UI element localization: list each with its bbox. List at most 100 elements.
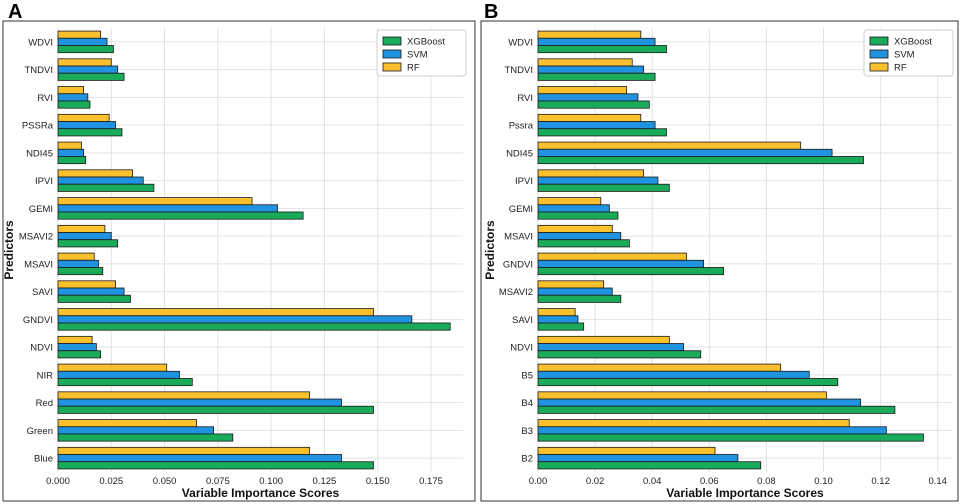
bar-xgboost-blue [57,461,374,470]
bar-xgboost-tndvi [57,72,125,81]
bar-rf-gndvi [57,308,374,317]
x-tick-label: 0.125 [313,476,337,487]
y-tick-label: SAVI [512,315,533,326]
y-axis-title: Predictors [483,220,497,280]
panel-letter-A: A [8,1,22,23]
x-tick-label: 0.050 [153,476,177,487]
legend-swatch-svm [869,49,889,59]
bar-xgboost-msavi2 [57,239,119,248]
x-tick-label: 0.175 [419,476,443,487]
bar-svm-msavi [57,259,99,268]
bar-svm-green [57,426,215,435]
legend-swatch-xgboost [382,36,402,46]
bar-svm-red [57,398,342,407]
bar-svm-rvi [57,93,89,102]
bar-rf-pssra [537,113,642,122]
bar-svm-pssra [57,121,116,130]
panel-letter-B: B [484,1,498,23]
bar-rf-gemi [537,197,602,206]
bar-xgboost-savi [57,294,131,303]
y-tick-label: MSAVI2 [499,287,533,298]
bar-rf-rvi [57,86,84,95]
bar-xgboost-b2 [537,461,762,470]
bar-rf-tndvi [537,58,633,67]
bar-svm-blue [57,454,342,463]
bar-xgboost-gndvi [537,267,724,276]
y-tick-label: B4 [521,398,533,409]
x-tick-label: 0.100 [259,476,283,487]
x-tick-label: 0.00 [529,476,548,487]
bar-svm-b3 [537,426,887,435]
y-tick-label: SAVI [32,287,53,298]
bar-xgboost-pssra [537,128,667,137]
y-tick-label: IPVI [35,176,53,187]
panel-A: A 0.000 0.025 0.050 0.075 0.100 0.125 0.150 0.17… [2,1,476,502]
y-tick-label: NDI45 [506,148,533,159]
legend: XGBoost SVM RF [863,29,954,77]
bar-xgboost-b4 [537,405,896,414]
bar-xgboost-ndvi [57,350,102,359]
x-tick-label: 0.12 [871,476,890,487]
bar-xgboost-ndvi [537,350,702,359]
bar-svm-ipvi [537,176,659,185]
bar-xgboost-rvi [537,100,650,109]
bar-xgboost-msavi [57,267,104,276]
x-tick-label: 0.075 [206,476,230,487]
x-tick-label: 0.08 [757,476,776,487]
x-tick-label: 0.04 [643,476,662,487]
y-tick-label: MSAVI [504,232,533,243]
bar-rf-ipvi [57,169,134,178]
bar-rf-ipvi [537,169,645,178]
bar-rf-rvi [537,86,627,95]
y-tick-label: GEMI [29,204,53,215]
bar-rf-pssra [57,113,110,122]
y-tick-label: NIR [37,370,54,381]
y-tick-label: TNDVI [25,65,54,76]
bar-rf-tndvi [57,58,112,67]
bar-rf-msavi2 [57,224,106,233]
bar-svm-gemi [537,204,610,213]
legend-label-xgboost: XGBoost [894,37,932,48]
bar-svm-ipvi [57,176,144,185]
y-tick-label: GNDVI [23,315,53,326]
bar-xgboost-savi [537,322,585,331]
bar-xgboost-nir [57,378,193,387]
y-tick-label: B2 [521,454,533,465]
bar-svm-msavi2 [57,232,112,241]
bar-rf-red [57,391,310,400]
bar-rf-blue [57,446,310,455]
bar-rf-ndvi [57,335,93,344]
bar-xgboost-red [57,405,374,414]
bar-xgboost-ipvi [537,183,670,192]
bar-xgboost-wdvi [57,45,114,54]
legend-label-rf: RF [407,63,420,74]
bar-rf-green [57,419,197,428]
bar-xgboost-gemi [537,211,619,220]
y-tick-label: Blue [34,454,53,465]
legend-swatch-rf [869,62,889,72]
bar-rf-b2 [537,446,716,455]
bar-xgboost-ndi45 [537,156,864,165]
y-tick-label: GEMI [509,204,533,215]
bar-rf-msavi [57,252,95,261]
bar-rf-msavi2 [537,280,605,289]
bar-rf-b4 [537,391,827,400]
bar-svm-pssra [537,121,656,130]
y-tick-label: WDVI [508,37,533,48]
bar-xgboost-tndvi [537,72,656,81]
bar-svm-savi [537,315,579,324]
x-tick-label: 0.10 [814,476,833,487]
legend-swatch-svm [382,49,402,59]
y-tick-label: RVI [517,93,533,104]
y-tick-label: MSAVI [24,259,53,270]
bar-svm-nir [57,370,180,379]
y-tick-label: RVI [37,93,53,104]
bar-svm-rvi [537,93,639,102]
y-tick-label: Red [36,398,53,409]
bar-svm-ndvi [57,343,97,352]
bar-rf-msavi [537,224,613,233]
bar-xgboost-ndi45 [57,156,87,165]
y-tick-label: Green [27,426,53,437]
y-tick-label: NDI45 [26,148,53,159]
